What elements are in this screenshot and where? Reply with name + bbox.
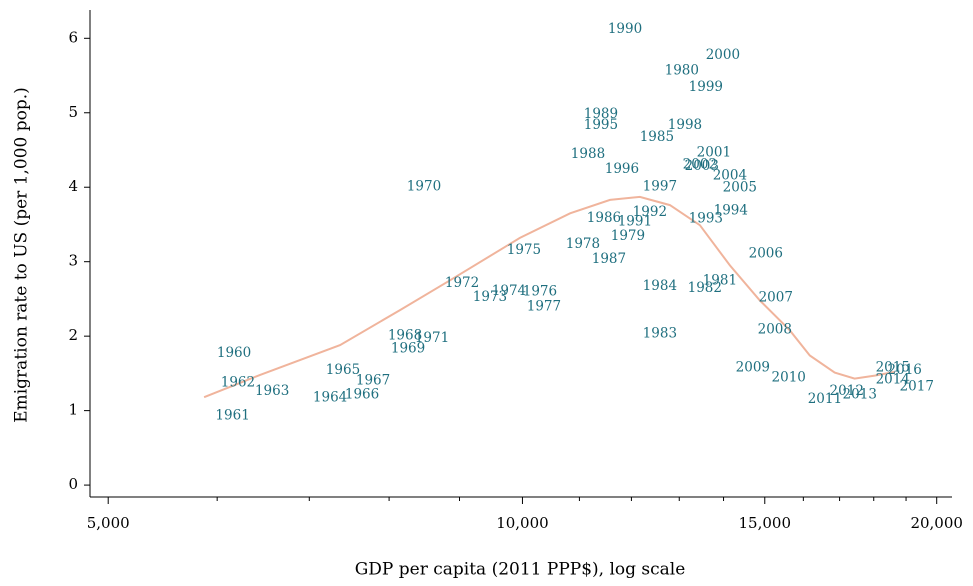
point-label: 1976	[523, 284, 557, 300]
point-label: 1980	[665, 63, 699, 79]
x-tick-label: 5,000	[87, 514, 130, 532]
point-label: 2012	[830, 383, 864, 399]
x-tick-label: 20,000	[910, 514, 963, 532]
point-label: 2009	[736, 360, 770, 376]
point-label: 2006	[749, 246, 783, 262]
point-label: 1975	[507, 242, 541, 258]
point-label: 1991	[618, 214, 652, 230]
point-label: 1979	[611, 228, 645, 244]
point-label: 1986	[587, 210, 621, 226]
point-label: 2017	[900, 378, 934, 394]
point-label: 1987	[592, 251, 626, 267]
point-label: 1988	[571, 146, 605, 162]
y-tick-label: 5	[68, 103, 78, 121]
point-label: 2003	[685, 158, 719, 174]
point-label: 1994	[714, 203, 748, 219]
point-label: 1972	[445, 275, 479, 291]
point-label: 1998	[668, 117, 702, 133]
point-label: 1999	[689, 79, 723, 95]
point-label: 1963	[255, 383, 289, 399]
point-label: 1974	[492, 283, 526, 299]
point-label: 2010	[772, 369, 806, 385]
point-label: 1968	[388, 328, 422, 344]
point-label: 1964	[313, 389, 347, 405]
point-label: 1989	[584, 106, 618, 122]
smooth-line	[203, 195, 895, 399]
x-tick-label: 15,000	[739, 514, 792, 532]
point-label: 2001	[697, 144, 731, 160]
point-label: 1962	[221, 375, 255, 391]
point-label: 1966	[345, 386, 379, 402]
y-tick-label: 6	[68, 28, 78, 46]
y-tick-label: 1	[68, 401, 78, 419]
point-label: 2015	[876, 360, 910, 376]
point-label: 2008	[758, 322, 792, 338]
point-label: 1983	[643, 325, 677, 341]
y-tick-label: 3	[68, 252, 78, 270]
point-label: 2011	[808, 391, 842, 407]
x-axis-label: GDP per capita (2011 PPP$), log scale	[355, 560, 686, 580]
point-label: 2000	[706, 47, 740, 63]
point-label: 1997	[643, 179, 677, 195]
point-label: 1973	[473, 289, 507, 305]
point-label: 1990	[608, 21, 642, 37]
point-label: 1978	[566, 236, 600, 252]
point-label: 2016	[888, 362, 922, 378]
y-tick-label: 2	[68, 326, 78, 344]
point-label: 1992	[633, 204, 667, 220]
point-label: 1960	[217, 345, 251, 361]
point-label: 1961	[215, 407, 249, 423]
point-label: 1985	[640, 129, 674, 145]
point-label: 2002	[683, 156, 717, 172]
point-label: 1970	[407, 179, 441, 195]
y-axis-label: Emigration rate to US (per 1,000 pop.)	[12, 87, 32, 423]
point-label: 2013	[843, 386, 877, 402]
point-label: 1971	[415, 330, 449, 346]
point-label: 1995	[584, 117, 618, 133]
point-label: 1967	[356, 372, 390, 388]
point-label: 1984	[643, 278, 677, 294]
point-label: 2005	[723, 179, 757, 195]
x-tick-label: 10,000	[496, 514, 549, 532]
point-label: 1977	[527, 299, 561, 315]
point-label: 1993	[689, 211, 723, 227]
point-label: 2007	[759, 290, 793, 306]
y-tick-label: 4	[68, 177, 78, 195]
point-label: 1996	[605, 161, 639, 177]
y-tick-label: 0	[68, 475, 78, 493]
point-label: 2014	[876, 372, 910, 388]
point-label: 1965	[326, 362, 360, 378]
point-label: 2004	[713, 168, 747, 184]
point-label: 1969	[391, 340, 425, 356]
point-label: 1982	[688, 280, 722, 296]
point-label: 1981	[703, 273, 737, 289]
